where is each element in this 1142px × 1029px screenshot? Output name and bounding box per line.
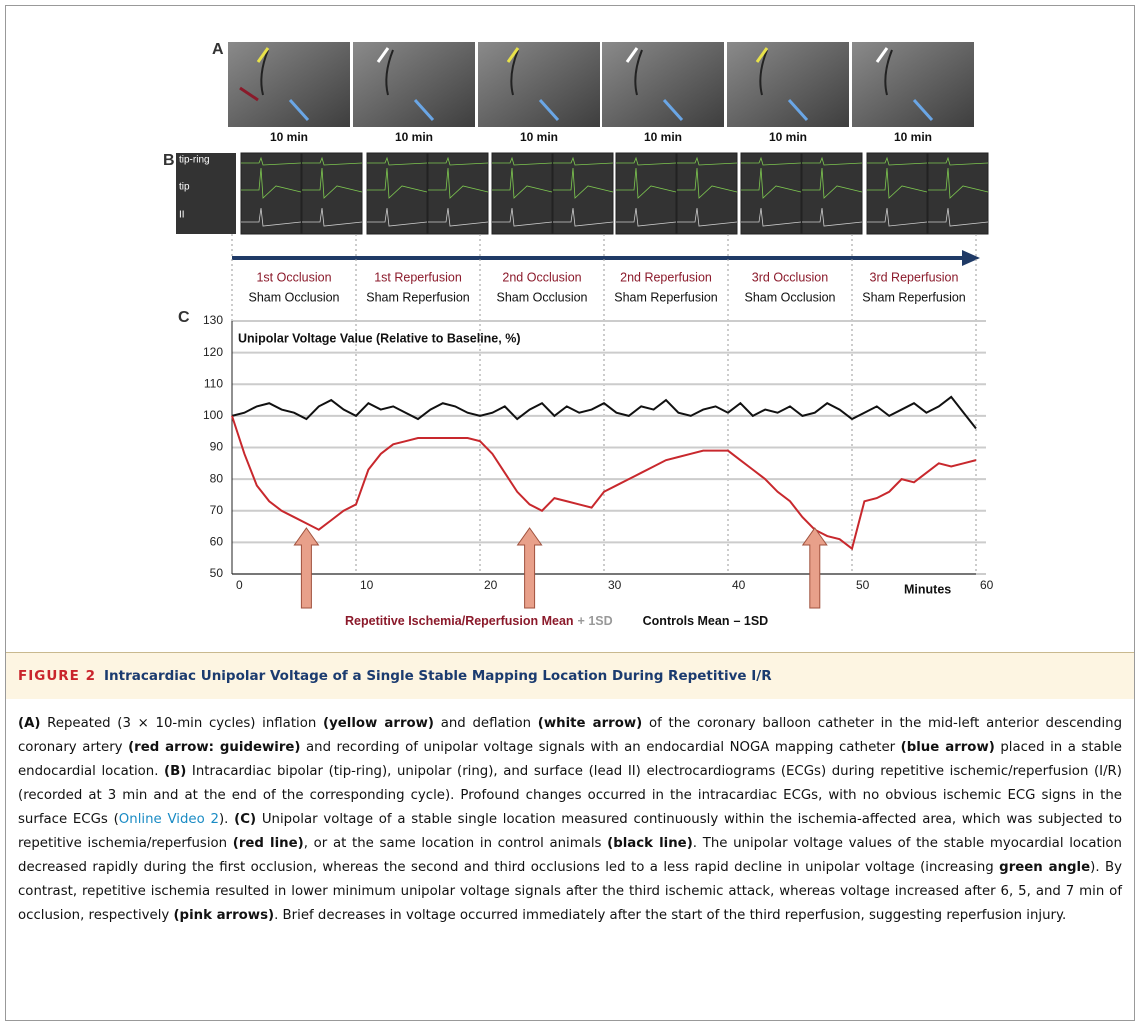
legend-entry: – 1SD	[733, 614, 768, 628]
caption-text: (A) Repeated (3 × 10-min cycles) inflati…	[18, 712, 1122, 928]
caption-run: (black line)	[607, 836, 693, 851]
angiogram-image	[602, 42, 724, 127]
caption-run: (B)	[164, 764, 186, 779]
y-tick-label: 110	[204, 376, 223, 390]
image-caption: 10 min	[644, 130, 682, 144]
series-line	[232, 397, 976, 429]
phase-label: Sham Reperfusion	[366, 290, 470, 304]
caption-run: (red arrow: guidewire)	[128, 740, 300, 755]
image-caption: 10 min	[520, 130, 558, 144]
x-tick-label: 30	[608, 578, 622, 592]
x-tick-label: 20	[484, 578, 498, 592]
x-tick-label: 60	[980, 578, 994, 592]
image-caption: 10 min	[894, 130, 932, 144]
phase-label: Sham Reperfusion	[862, 290, 966, 304]
figure-title: Intracardiac Unipolar Voltage of a Singl…	[104, 668, 772, 684]
angiogram-image	[353, 42, 475, 127]
caption-run: (C)	[234, 812, 256, 827]
pink-arrow	[294, 528, 318, 608]
panel-label: C	[178, 309, 190, 326]
image-caption: 10 min	[395, 130, 433, 144]
x-tick-label: 10	[360, 578, 374, 592]
x-tick-label: 50	[856, 578, 870, 592]
y-tick-label: 100	[203, 408, 223, 422]
y-tick-label: 120	[203, 345, 223, 359]
y-tick-label: 70	[210, 503, 224, 517]
pink-arrow	[518, 528, 542, 608]
y-tick-label: 90	[210, 440, 224, 454]
caption-run: and deflation	[434, 716, 538, 731]
caption-link[interactable]: Online Video 2	[119, 812, 219, 827]
caption-run: Repeated (3 × 10-min cycles) inflation	[40, 716, 323, 731]
caption-run: (pink arrows)	[173, 908, 274, 923]
image-caption: 10 min	[270, 130, 308, 144]
caption-run: , or at the same location in control ani…	[304, 836, 607, 851]
caption-run: (white arrow)	[538, 716, 642, 731]
x-tick-label: 0	[236, 578, 243, 592]
lead-label: II	[179, 210, 185, 221]
legend-entry: Controls Mean	[643, 614, 730, 628]
image-caption: 10 min	[769, 130, 807, 144]
y-tick-label: 60	[210, 535, 224, 549]
caption-run: (red line)	[233, 836, 304, 851]
caption-run: ).	[219, 812, 234, 827]
phase-label: Sham Occlusion	[744, 290, 835, 304]
angiogram-image	[228, 42, 350, 127]
timeline-arrowhead	[962, 250, 980, 266]
page: A 10 min 10 min 10 min 10 min 10 min 10 min Bti…	[0, 0, 1142, 1029]
legend-entry: + 1SD	[578, 614, 613, 628]
caption-run: (yellow arrow)	[323, 716, 434, 731]
x-axis-label: Minutes	[904, 582, 951, 596]
lead-label: tip-ring	[179, 155, 210, 166]
phase-label: 2nd Reperfusion	[620, 270, 712, 284]
phase-label: Sham Occlusion	[496, 290, 587, 304]
phase-label: Sham Occlusion	[248, 290, 339, 304]
phase-label: 2nd Occlusion	[502, 270, 581, 284]
y-tick-label: 50	[210, 566, 224, 580]
caption-run: and recording of unipolar voltage signal…	[300, 740, 900, 755]
caption-run: green angle	[999, 860, 1090, 875]
figure-label: FIGURE 2	[18, 668, 96, 684]
angiogram-image	[478, 42, 600, 127]
phase-label: 1st Reperfusion	[374, 270, 462, 284]
panel-label: A	[212, 41, 224, 58]
panel-label: B	[163, 152, 175, 169]
caption-run: (blue arrow)	[901, 740, 995, 755]
phase-label: Sham Reperfusion	[614, 290, 718, 304]
lead-label: tip	[179, 182, 190, 193]
x-tick-label: 40	[732, 578, 746, 592]
legend-entry: Repetitive Ischemia/Reperfusion Mean	[345, 614, 574, 628]
phase-label: 3rd Occlusion	[752, 270, 828, 284]
caption-run: . Brief decreases in voltage occurred im…	[274, 908, 1066, 923]
phase-label: 3rd Reperfusion	[870, 270, 959, 284]
pink-arrow	[803, 528, 827, 608]
chart-title: Unipolar Voltage Value (Relative to Base…	[238, 331, 520, 345]
legend: Repetitive Ischemia/Reperfusion Mean + 1S…	[345, 614, 768, 628]
y-tick-label: 130	[203, 313, 223, 327]
phase-label: 1st Occlusion	[256, 270, 331, 284]
caption-run: (A)	[18, 716, 40, 731]
angiogram-image	[852, 42, 974, 127]
angiogram-image	[727, 42, 849, 127]
y-tick-label: 80	[210, 471, 224, 485]
caption-header: FIGURE 2 Intracardiac Unipolar Voltage o…	[6, 652, 1134, 699]
